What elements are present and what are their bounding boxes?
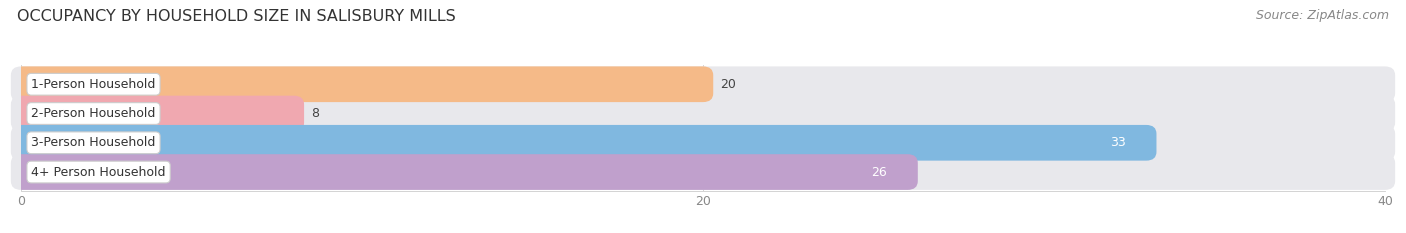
Text: 3-Person Household: 3-Person Household [31,136,156,149]
FancyBboxPatch shape [11,66,1395,102]
Text: OCCUPANCY BY HOUSEHOLD SIZE IN SALISBURY MILLS: OCCUPANCY BY HOUSEHOLD SIZE IN SALISBURY… [17,9,456,24]
Text: 4+ Person Household: 4+ Person Household [31,165,166,178]
Text: 20: 20 [720,78,735,91]
Text: Source: ZipAtlas.com: Source: ZipAtlas.com [1256,9,1389,22]
FancyBboxPatch shape [11,125,1395,161]
FancyBboxPatch shape [11,66,713,102]
FancyBboxPatch shape [11,125,1157,161]
Text: 26: 26 [872,165,887,178]
FancyBboxPatch shape [11,154,1395,190]
Text: 1-Person Household: 1-Person Household [31,78,156,91]
Text: 8: 8 [311,107,319,120]
FancyBboxPatch shape [11,154,918,190]
Text: 2-Person Household: 2-Person Household [31,107,156,120]
FancyBboxPatch shape [11,96,1395,131]
Text: 33: 33 [1109,136,1126,149]
FancyBboxPatch shape [11,96,304,131]
